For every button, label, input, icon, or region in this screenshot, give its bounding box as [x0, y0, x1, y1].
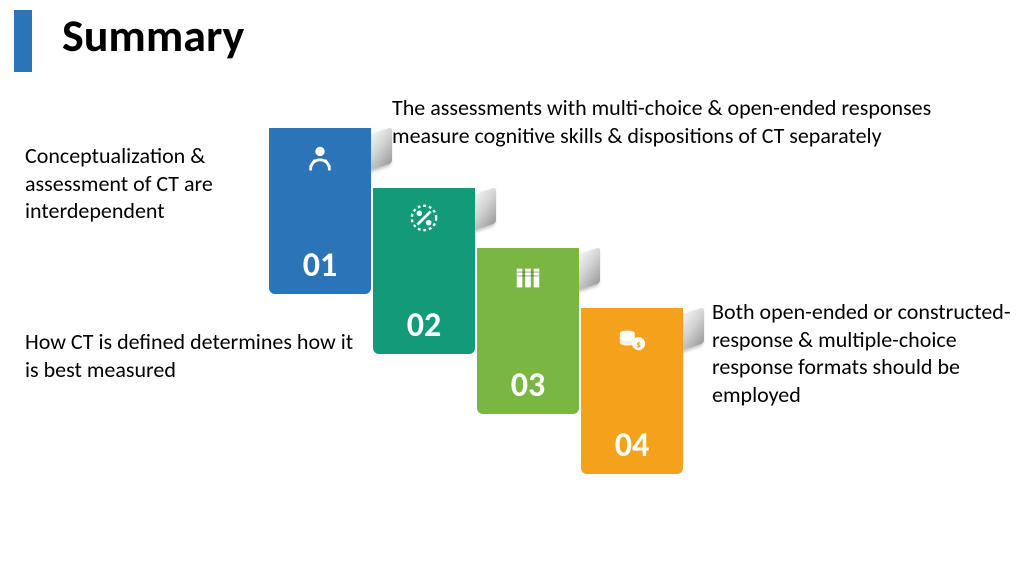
ribbon-02: 02 [373, 188, 475, 354]
ribbon-04: $04 [581, 308, 683, 474]
ribbon-number: 03 [511, 365, 545, 406]
ribbon-01: 01 [269, 128, 371, 294]
coins-icon: $ [614, 320, 650, 356]
title-accent-bar [14, 10, 32, 72]
summary-text-t1: Conceptualization & assessment of CT are… [25, 142, 255, 225]
summary-text-t3: How CT is defined determines how it is b… [25, 328, 365, 383]
ribbon-number: 01 [303, 245, 337, 286]
ribbon-03: 03 [477, 248, 579, 414]
summary-text-t2: The assessments with multi-choice & open… [392, 94, 1002, 149]
ribbon-number: 02 [407, 305, 441, 346]
person-icon [302, 140, 338, 176]
bars-icon [510, 260, 546, 296]
ribbon-number: 04 [615, 425, 649, 466]
svg-text:$: $ [636, 338, 641, 350]
summary-text-t4: Both open-ended or constructed-response … [712, 298, 1012, 408]
percent-icon [406, 200, 442, 236]
page-title: Summary [62, 8, 244, 64]
